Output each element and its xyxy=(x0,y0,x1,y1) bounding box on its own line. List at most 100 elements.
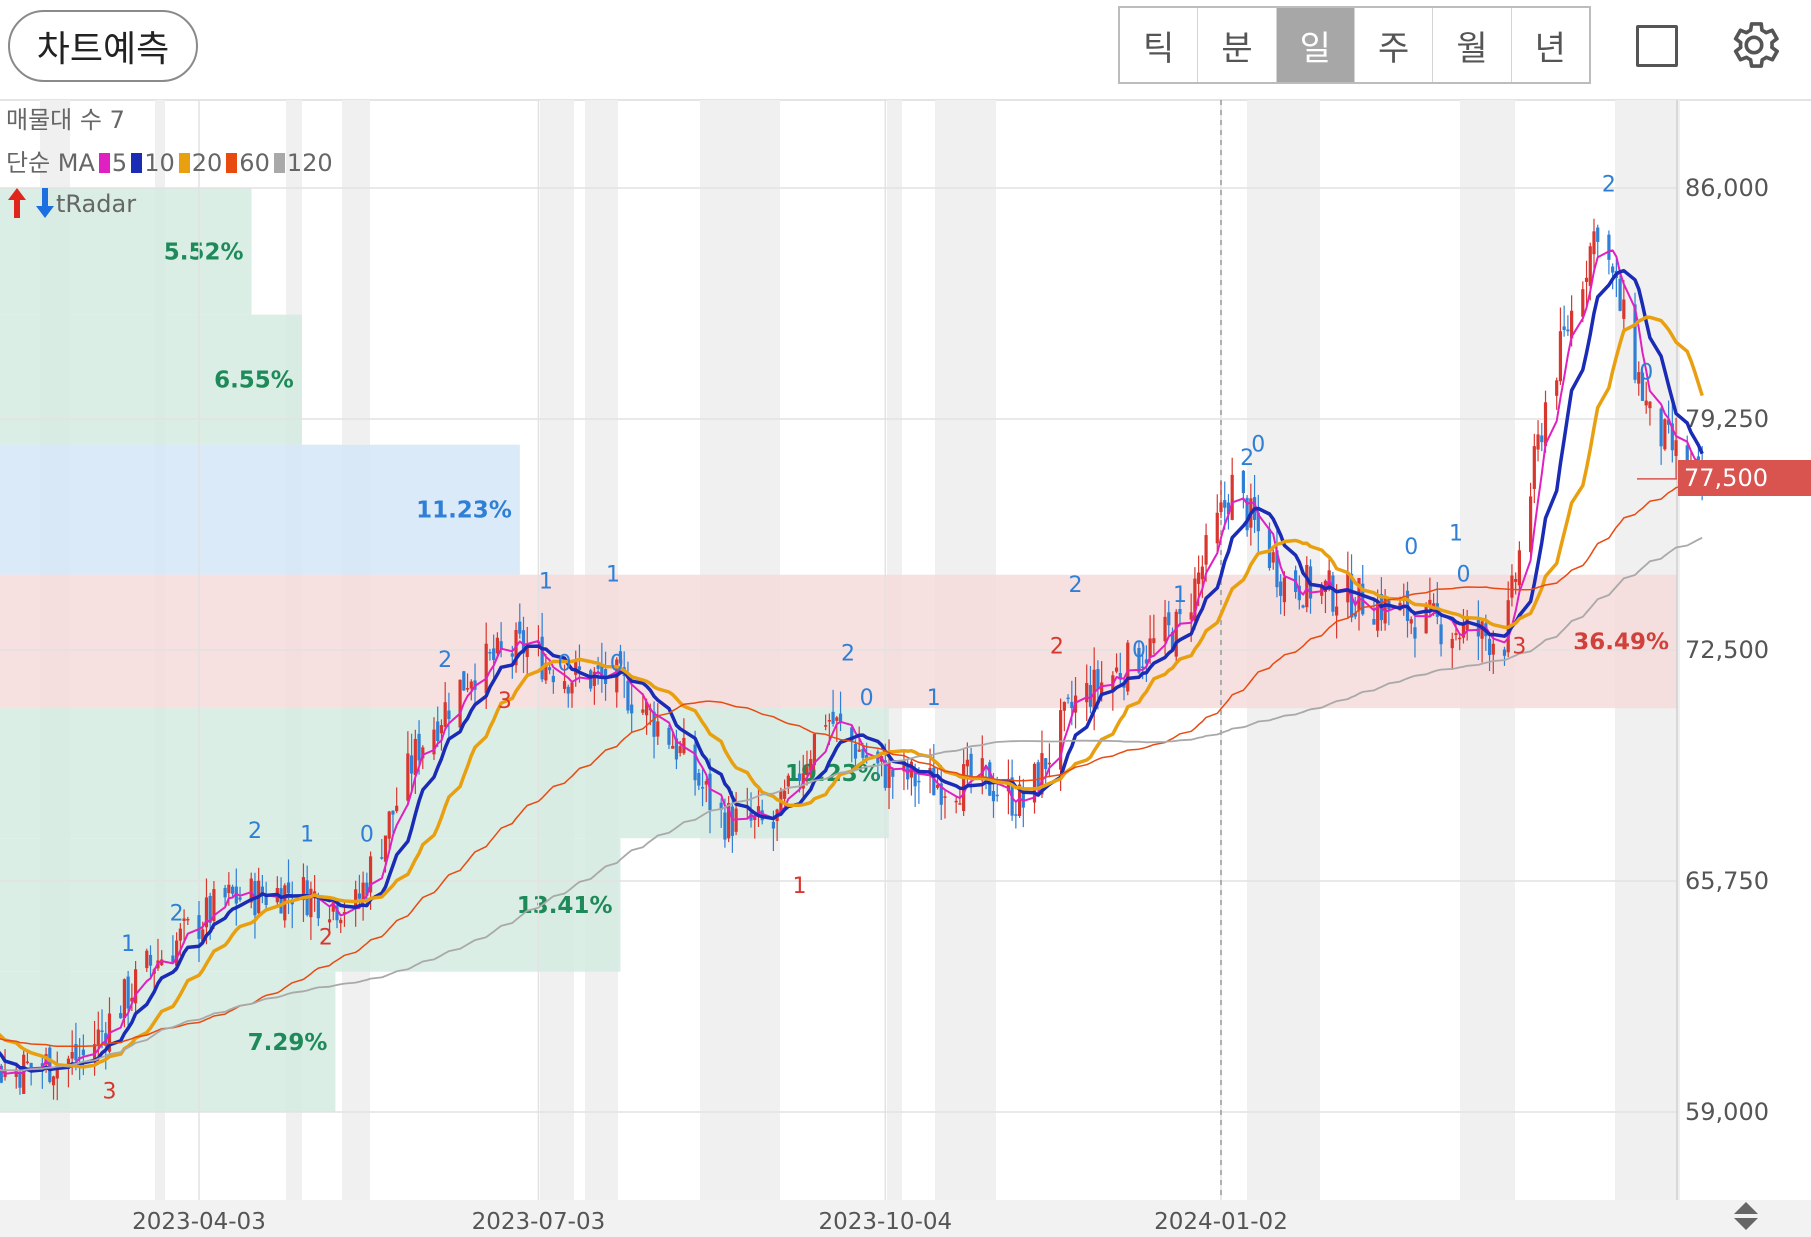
candle-body xyxy=(1230,474,1234,520)
candle-body xyxy=(1353,612,1357,617)
period-tabs: 틱 분 일 주 월 년 xyxy=(1118,6,1591,84)
candle-body xyxy=(1148,638,1152,658)
candle-body xyxy=(279,888,283,914)
tab-minute[interactable]: 분 xyxy=(1198,8,1277,82)
candle-body xyxy=(40,1063,44,1067)
chart-predict-button[interactable]: 차트예측 xyxy=(8,10,198,82)
candle-body xyxy=(1622,299,1626,319)
candle-body xyxy=(1335,606,1339,616)
volume-profile-bar xyxy=(0,444,520,575)
ma120-legend: 120 xyxy=(286,149,333,177)
volume-profile-pct: 7.29% xyxy=(248,1030,328,1056)
candle-body xyxy=(22,1054,26,1094)
candle-body xyxy=(406,753,410,801)
candle-body xyxy=(678,746,682,754)
candle-body xyxy=(1570,310,1574,339)
candle-body xyxy=(913,769,917,787)
candle-body xyxy=(495,637,499,654)
candle-body xyxy=(1540,435,1544,443)
candle-body xyxy=(1044,758,1048,770)
tab-year[interactable]: 년 xyxy=(1534,28,1566,69)
tradar-marker: 2 xyxy=(841,641,855,666)
candle-body xyxy=(81,1049,85,1056)
candle-body xyxy=(212,889,216,921)
candle-body xyxy=(1088,685,1093,707)
candle-body xyxy=(1200,566,1204,580)
ma10-line xyxy=(0,268,1704,1073)
tradar-marker: 0 xyxy=(360,823,374,848)
price-chart[interactable]: 5.52%6.55%11.23%36.49%19.23%13.41%7.29%8… xyxy=(0,100,1811,1237)
candle-body xyxy=(1245,497,1249,531)
candle-body xyxy=(850,727,854,742)
candle-body xyxy=(55,1064,59,1079)
candle-body xyxy=(1566,329,1570,332)
candle-body xyxy=(1174,611,1178,657)
tradar-marker: 2 xyxy=(319,925,333,950)
candle-body xyxy=(995,794,999,797)
candle-body xyxy=(1465,618,1469,631)
tradar-marker: 1 xyxy=(1449,521,1463,546)
candle-body xyxy=(1036,762,1040,790)
candle-body xyxy=(1047,762,1052,765)
candle-body xyxy=(965,759,969,767)
header-divider xyxy=(0,99,1811,101)
candle-body xyxy=(693,744,697,781)
candle-body xyxy=(1648,401,1652,409)
candle-body xyxy=(0,1065,3,1083)
candle-body xyxy=(809,759,813,772)
tab-month[interactable]: 월 xyxy=(1433,8,1512,82)
ma60-legend: 60 xyxy=(239,149,270,177)
candle-body xyxy=(917,780,921,783)
tab-week[interactable]: 주 xyxy=(1355,8,1434,82)
candle-body xyxy=(1100,682,1104,696)
up-down-arrows-icon xyxy=(8,188,54,218)
candle-body xyxy=(1032,763,1037,803)
candle-body xyxy=(361,882,365,900)
candle-body xyxy=(574,660,578,675)
current-price-tag: 77,500 xyxy=(1678,460,1811,496)
tab-day[interactable]: 일 xyxy=(1276,8,1355,82)
candle-body xyxy=(286,882,291,894)
candle-body xyxy=(1502,649,1507,656)
candle-body xyxy=(1118,672,1122,680)
ma5-legend: 5 xyxy=(111,149,128,177)
candle-body xyxy=(641,709,645,713)
candle-body xyxy=(1376,601,1380,631)
candle-body xyxy=(1062,701,1066,711)
tradar-marker: 1 xyxy=(1173,583,1187,608)
tradar-marker: 3 xyxy=(102,1079,116,1104)
candle-body xyxy=(1256,512,1260,532)
candle-body xyxy=(249,878,253,903)
volume-profile-bar xyxy=(0,971,336,1112)
candle-body xyxy=(145,950,149,969)
candle-body xyxy=(562,681,567,689)
y-tick-label: 72,500 xyxy=(1685,636,1769,664)
candle-body xyxy=(316,895,320,919)
candle-body xyxy=(1372,619,1376,625)
candle-body xyxy=(387,811,391,839)
tab-tick[interactable]: 틱 xyxy=(1120,8,1199,82)
candle-body xyxy=(1618,278,1622,311)
candle-body xyxy=(674,738,679,760)
volume-profile-pct: 36.49% xyxy=(1573,629,1669,655)
scroll-arrows-icon[interactable] xyxy=(1730,1200,1762,1232)
candle-body xyxy=(1607,234,1611,260)
candle-body xyxy=(708,773,712,811)
candle-body xyxy=(1070,701,1074,709)
candle-body xyxy=(592,671,596,686)
candle-body xyxy=(1301,605,1305,608)
ma5-line xyxy=(0,249,1704,1075)
candle-body xyxy=(969,753,973,780)
candle-body xyxy=(488,652,492,654)
candle-body xyxy=(853,744,858,759)
candle-body xyxy=(1640,372,1645,401)
candle-body xyxy=(1450,638,1454,649)
candle-body xyxy=(410,755,414,774)
tradar-marker: 2 xyxy=(170,901,184,926)
candle-body xyxy=(704,781,708,785)
y-tick-label: 79,250 xyxy=(1685,405,1769,433)
candle-body xyxy=(368,856,373,893)
gear-icon[interactable] xyxy=(1725,16,1783,74)
candle-body xyxy=(74,1044,78,1061)
fullscreen-square-icon[interactable] xyxy=(1636,25,1678,67)
